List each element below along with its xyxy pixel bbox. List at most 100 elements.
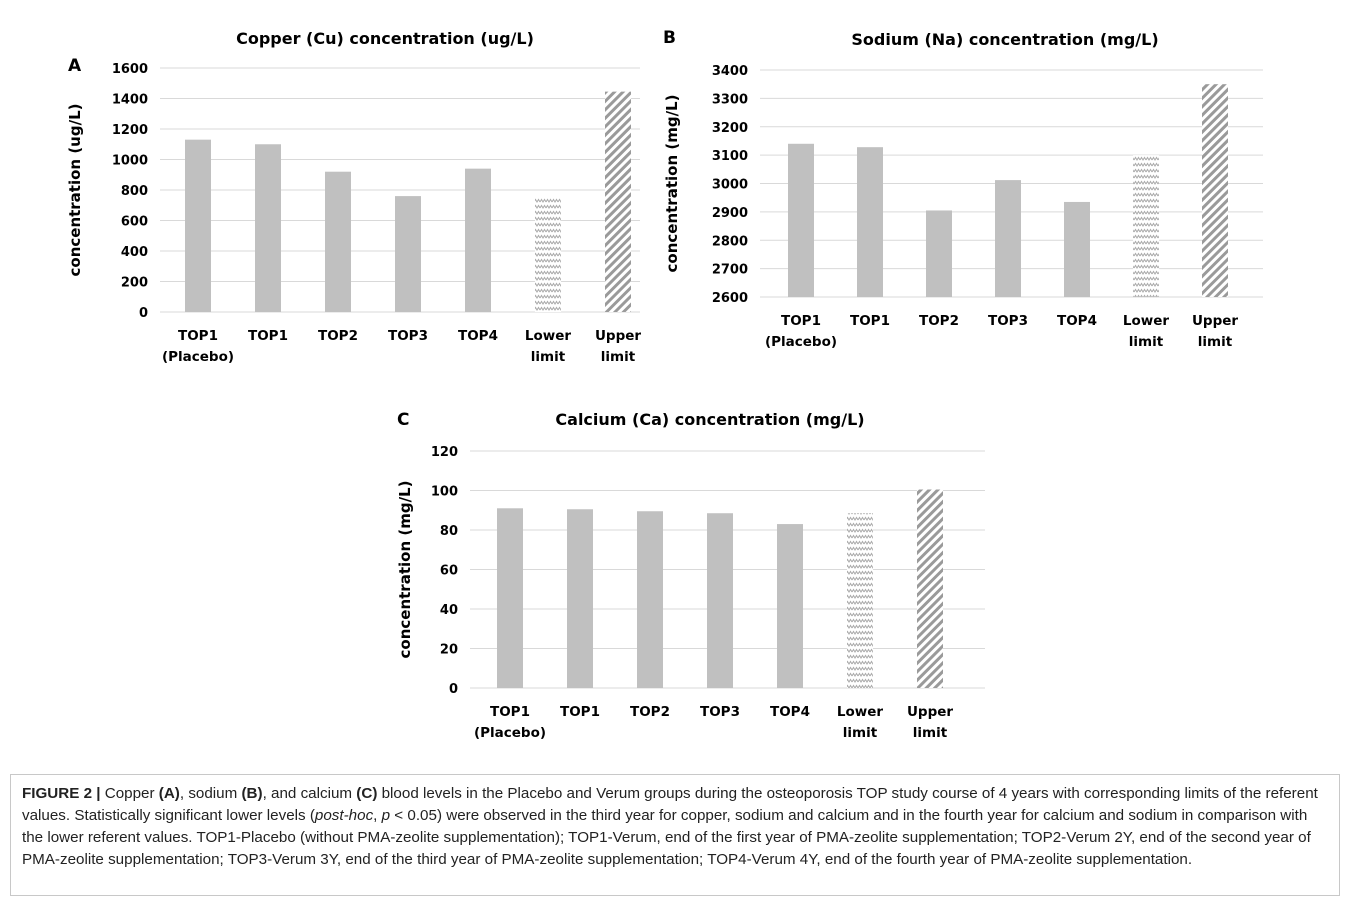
caption-ref-a: (A) xyxy=(158,785,180,802)
y-tick-label: 60 xyxy=(440,564,458,579)
bar-c-3 xyxy=(637,511,663,688)
y-tick-label: 400 xyxy=(121,245,148,260)
figure-caption: FIGURE 2 | Copper (A), sodium (B), and c… xyxy=(22,783,1322,871)
panel-label: C xyxy=(397,410,409,430)
y-tick-label: 2700 xyxy=(712,263,748,278)
x-tick-label: TOP4 xyxy=(1057,313,1097,329)
caption-text: < 0.05) were observed in the third year … xyxy=(22,807,1311,868)
x-tick-label: TOP2 xyxy=(630,704,670,720)
x-tick-label: (Placebo) xyxy=(765,334,837,350)
x-tick-label: TOP4 xyxy=(770,704,810,720)
bar-a-7 xyxy=(605,91,631,312)
x-tick-label: TOP2 xyxy=(919,313,959,329)
bar-b-4 xyxy=(995,180,1021,297)
y-axis-label: concentration (mg/L) xyxy=(396,481,414,659)
x-tick-label: TOP1 xyxy=(248,328,288,344)
figure-label: FIGURE 2 | xyxy=(22,785,101,802)
y-tick-label: 3200 xyxy=(712,121,748,136)
y-tick-label: 0 xyxy=(449,682,458,697)
caption-text: , and calcium xyxy=(262,785,357,802)
chart-panel-a: A Copper (Cu) concentration (ug/L) 0 200 400… xyxy=(66,29,641,365)
x-tick-label: limit xyxy=(1198,334,1233,350)
x-tick-label: Upper xyxy=(595,328,641,344)
x-tick-label: Upper xyxy=(1192,313,1238,329)
x-tick-label: Lower xyxy=(1123,313,1170,329)
y-tick-label: 3000 xyxy=(712,178,748,193)
y-tick-label: 3300 xyxy=(712,92,748,107)
x-tick-label: TOP2 xyxy=(318,328,358,344)
bar-b-2 xyxy=(857,147,883,297)
x-tick-label: Lower xyxy=(837,704,884,720)
x-tick-label: TOP3 xyxy=(700,704,740,720)
caption-box xyxy=(10,774,1340,896)
y-tick-label: 2900 xyxy=(712,206,748,221)
y-tick-label: 3400 xyxy=(712,64,748,79)
x-tick-label: TOP1 xyxy=(178,328,218,344)
x-tick-label: TOP1 xyxy=(560,704,600,720)
bar-a-3 xyxy=(325,171,351,312)
caption-text: , xyxy=(373,807,382,824)
caption-p: p xyxy=(381,807,391,824)
caption-text: Copper xyxy=(100,785,159,802)
y-tick-label: 0 xyxy=(139,306,148,321)
panel-label: A xyxy=(68,56,82,76)
x-tick-label: limit xyxy=(531,349,566,365)
y-tick-label: 800 xyxy=(121,184,148,199)
x-tick-label: TOP1 xyxy=(781,313,821,329)
y-tick-label: 1000 xyxy=(112,154,148,169)
y-axis-label: concentration (mg/L) xyxy=(663,95,681,273)
bar-c-1 xyxy=(497,508,523,688)
chart-title: Sodium (Na) concentration (mg/L) xyxy=(851,30,1158,49)
x-tick-label: TOP4 xyxy=(458,328,498,344)
x-tick-label: Lower xyxy=(525,328,572,344)
chart-title: Calcium (Ca) concentration (mg/L) xyxy=(555,410,864,429)
chart-panel-b: B Sodium (Na) concentration (mg/L) 2600 270… xyxy=(663,28,1263,350)
bar-a-4 xyxy=(395,196,421,312)
x-tick-label: (Placebo) xyxy=(474,725,546,741)
x-tick-label: limit xyxy=(601,349,636,365)
bar-b-5 xyxy=(1064,201,1090,297)
y-tick-label: 80 xyxy=(440,524,458,539)
caption-ref-b: (B) xyxy=(241,785,263,802)
caption-ref-c: (C) xyxy=(356,785,378,802)
y-tick-label: 3100 xyxy=(712,149,748,164)
bar-c-6 xyxy=(847,513,873,688)
bar-b-7 xyxy=(1202,84,1228,297)
y-tick-label: 100 xyxy=(431,485,458,500)
y-tick-label: 1200 xyxy=(112,123,148,138)
y-tick-label: 40 xyxy=(440,603,458,618)
y-tick-label: 1400 xyxy=(112,93,148,108)
bar-b-6 xyxy=(1133,155,1159,297)
bar-b-3 xyxy=(926,210,952,297)
caption-text: , sodium xyxy=(179,785,242,802)
bar-c-5 xyxy=(777,524,803,688)
caption-posthoc: post-hoc xyxy=(314,807,374,824)
y-tick-label: 200 xyxy=(121,276,148,291)
y-tick-label: 1600 xyxy=(112,62,148,77)
panel-label: B xyxy=(663,28,676,48)
x-tick-label: TOP3 xyxy=(988,313,1028,329)
bar-c-7 xyxy=(917,489,943,688)
y-tick-label: 20 xyxy=(440,643,458,658)
bar-b-1 xyxy=(788,143,814,297)
caption-text: blood levels in the Placebo and Verum gr… xyxy=(22,785,1318,824)
bar-c-4 xyxy=(707,513,733,688)
x-tick-label: Upper xyxy=(907,704,953,720)
chart-title: Copper (Cu) concentration (ug/L) xyxy=(236,29,534,48)
bar-a-2 xyxy=(255,144,281,312)
x-tick-label: TOP3 xyxy=(388,328,428,344)
bar-c-2 xyxy=(567,509,593,688)
bar-a-5 xyxy=(465,168,491,312)
y-tick-label: 120 xyxy=(431,445,458,460)
x-tick-label: limit xyxy=(843,725,878,741)
x-tick-label: (Placebo) xyxy=(162,349,234,365)
bar-a-1 xyxy=(185,139,211,312)
bar-a-6 xyxy=(535,198,561,312)
y-tick-label: 600 xyxy=(121,215,148,230)
chart-panel-c: C Calcium (Ca) concentration (mg/L) 0 20 40 6… xyxy=(396,410,985,741)
x-tick-label: limit xyxy=(1129,334,1164,350)
y-axis-label: concentration (ug/L) xyxy=(66,104,84,277)
y-tick-label: 2600 xyxy=(712,291,748,306)
y-tick-label: 2800 xyxy=(712,234,748,249)
